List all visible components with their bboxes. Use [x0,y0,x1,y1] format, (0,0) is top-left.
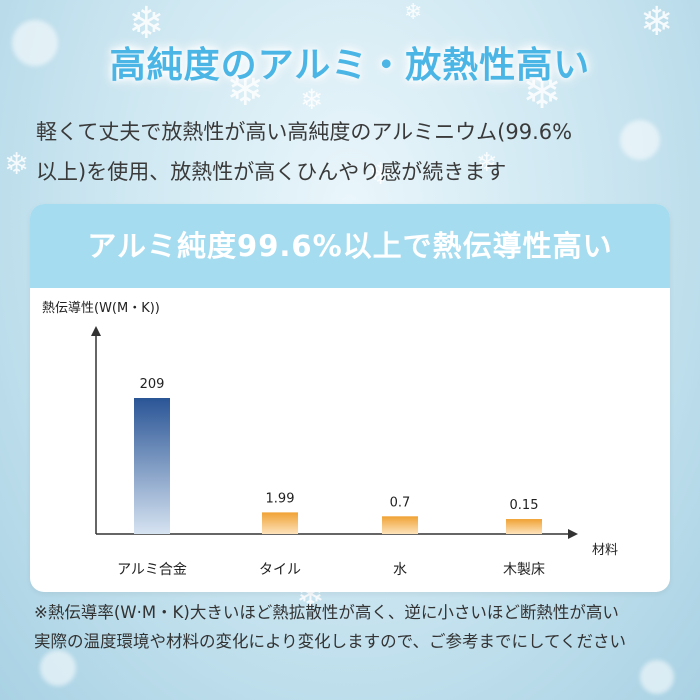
description-line: 以上)を使用、放熱性が高くひんやり感が続きます [36,160,507,184]
snowflake-icon: ❄ [128,0,165,49]
chart-banner: アルミ純度99.6%以上で熱伝導性高い [30,204,670,288]
bar [382,516,418,534]
x-axis-title: 材料 [592,543,618,558]
x-axis-arrow [568,529,578,539]
data-label: 1.99 [266,491,295,506]
bar [134,398,170,534]
snowflake-icon: ❄ [640,0,674,45]
description-line: 軽くて丈夫で放熱性が高い高純度のアルミニウム(99.6% [36,120,573,144]
footnote-line: ※熱伝導率(W·M・K)大きいほど熱拡散性が高く、逆に小さいほど断熱性が高い [34,603,619,622]
snowflake-icon: ❄ [476,148,498,178]
bar [506,519,542,534]
bokeh-light [640,660,674,694]
snowflake-icon: ❄ [226,62,265,116]
bar [262,512,298,534]
y-axis-title: 熱伝導性(W(M・K)) [42,301,160,316]
category-label: 水 [393,562,407,578]
data-label: 0.15 [510,498,539,513]
category-label: アルミ合金 [117,562,187,578]
chart-card: アルミ純度99.6%以上で熱伝導性高い 熱伝導性(W(M・K)) 材料 209 アルミ… [30,204,670,592]
description: 軽くて丈夫で放熱性が高い高純度のアルミニウム(99.6% 以上)を使用、放熱性が… [36,112,676,192]
footnote: ※熱伝導率(W·M・K)大きいほど熱拡散性が高く、逆に小さいほど断熱性が高い 実… [34,598,684,656]
bokeh-light [40,650,76,686]
snowflake-icon: ❄ [522,64,563,120]
bar-chart: 熱伝導性(W(M・K)) 材料 209 アルミ合金 1.99 タイル 0.7 水 0.15 木製床 [42,301,618,578]
category-label: タイル [259,562,301,578]
bokeh-light [620,120,660,160]
headline: 高純度のアルミ・放熱性高い [109,45,591,86]
snowflake-icon: ❄ [404,0,423,25]
bokeh-light [12,20,58,66]
snowflake-icon: ❄ [4,147,30,182]
snowflake-icon: ❄ [368,157,394,192]
snowflake-icon: ❄ [300,83,324,116]
category-label: 木製床 [503,562,545,578]
data-label: 209 [140,377,165,392]
y-axis-arrow [91,326,101,336]
footnote-line: 実際の温度環境や材料の変化により変化しますので、ご参考までにしてください [34,632,627,651]
data-label: 0.7 [390,495,411,510]
